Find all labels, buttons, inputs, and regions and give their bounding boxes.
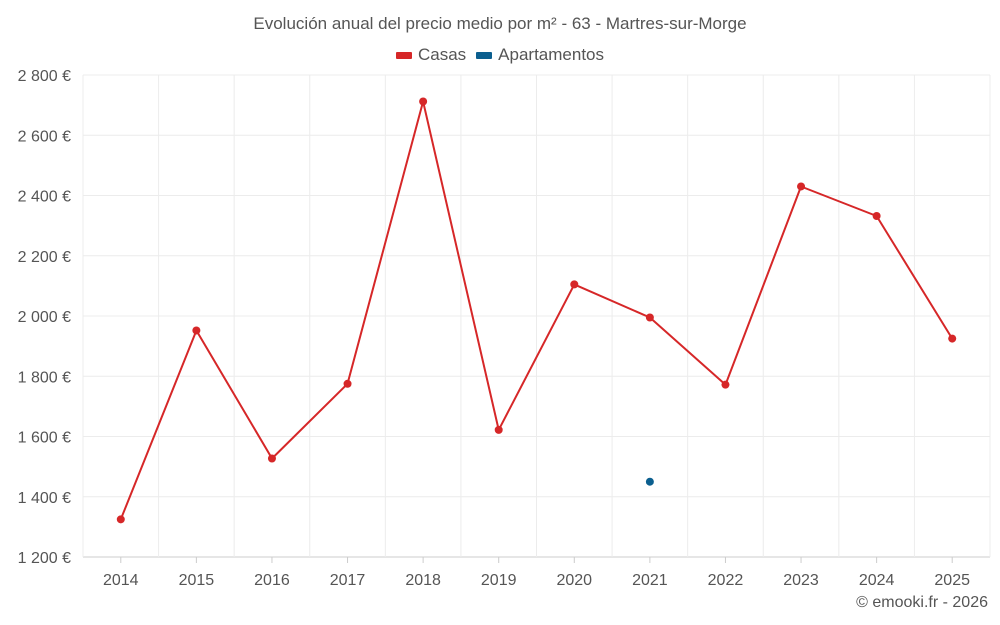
legend-swatch-apartamentos bbox=[476, 51, 493, 59]
data-point-casas bbox=[192, 326, 201, 335]
data-point-casas bbox=[267, 454, 276, 463]
data-point-casas bbox=[116, 515, 125, 524]
data-point-casas bbox=[948, 334, 957, 343]
x-tick-label: 2017 bbox=[330, 572, 366, 589]
legend-swatch-casas bbox=[395, 51, 412, 59]
data-point-casas bbox=[645, 313, 654, 322]
y-tick-label: 2 200 € bbox=[18, 249, 71, 266]
data-point-apartamentos bbox=[645, 477, 654, 486]
series-line-casas bbox=[119, 100, 954, 520]
legend-label-apartamentos: Apartamentos bbox=[498, 45, 605, 64]
legend-item-apartamentos[interactable]: Apartamentos bbox=[476, 45, 604, 65]
chart-title: Evolución anual del precio medio por m² … bbox=[253, 14, 747, 33]
data-point-casas bbox=[721, 380, 730, 389]
credit-text: © emooki.fr - 2026 bbox=[856, 594, 988, 611]
legend: Casas Apartamentos bbox=[0, 45, 1000, 65]
data-point-casas bbox=[343, 379, 352, 388]
y-tick-label: 1 400 € bbox=[18, 490, 71, 507]
y-tick-label: 1 200 € bbox=[18, 550, 71, 567]
y-tick-label: 2 400 € bbox=[18, 189, 71, 206]
x-tick-label: 2015 bbox=[179, 572, 215, 589]
y-tick-label: 2 600 € bbox=[18, 128, 71, 145]
data-point-casas bbox=[872, 211, 881, 220]
y-tick-label: 1 800 € bbox=[18, 369, 71, 386]
x-tick-label: 2018 bbox=[405, 572, 441, 589]
data-point-casas bbox=[570, 280, 579, 289]
legend-label-casas: Casas bbox=[417, 45, 467, 64]
x-tick-label: 2024 bbox=[859, 572, 895, 589]
data-point-casas bbox=[797, 182, 806, 191]
x-tick-label: 2014 bbox=[103, 572, 139, 589]
y-tick-label: 2 800 € bbox=[18, 68, 71, 85]
x-tick-label: 2023 bbox=[783, 572, 819, 589]
x-tick-label: 2021 bbox=[632, 572, 668, 589]
y-tick-label: 2 000 € bbox=[18, 309, 71, 326]
data-point-casas bbox=[494, 425, 503, 434]
legend-item-casas[interactable]: Casas bbox=[395, 45, 467, 65]
x-tick-label: 2019 bbox=[481, 572, 517, 589]
data-point-casas bbox=[419, 97, 428, 106]
x-tick-label: 2016 bbox=[254, 572, 290, 589]
x-tick-label: 2020 bbox=[556, 572, 592, 589]
y-tick-label: 1 600 € bbox=[18, 430, 71, 447]
x-tick-label: 2025 bbox=[934, 572, 970, 589]
x-tick-label: 2022 bbox=[708, 572, 744, 589]
